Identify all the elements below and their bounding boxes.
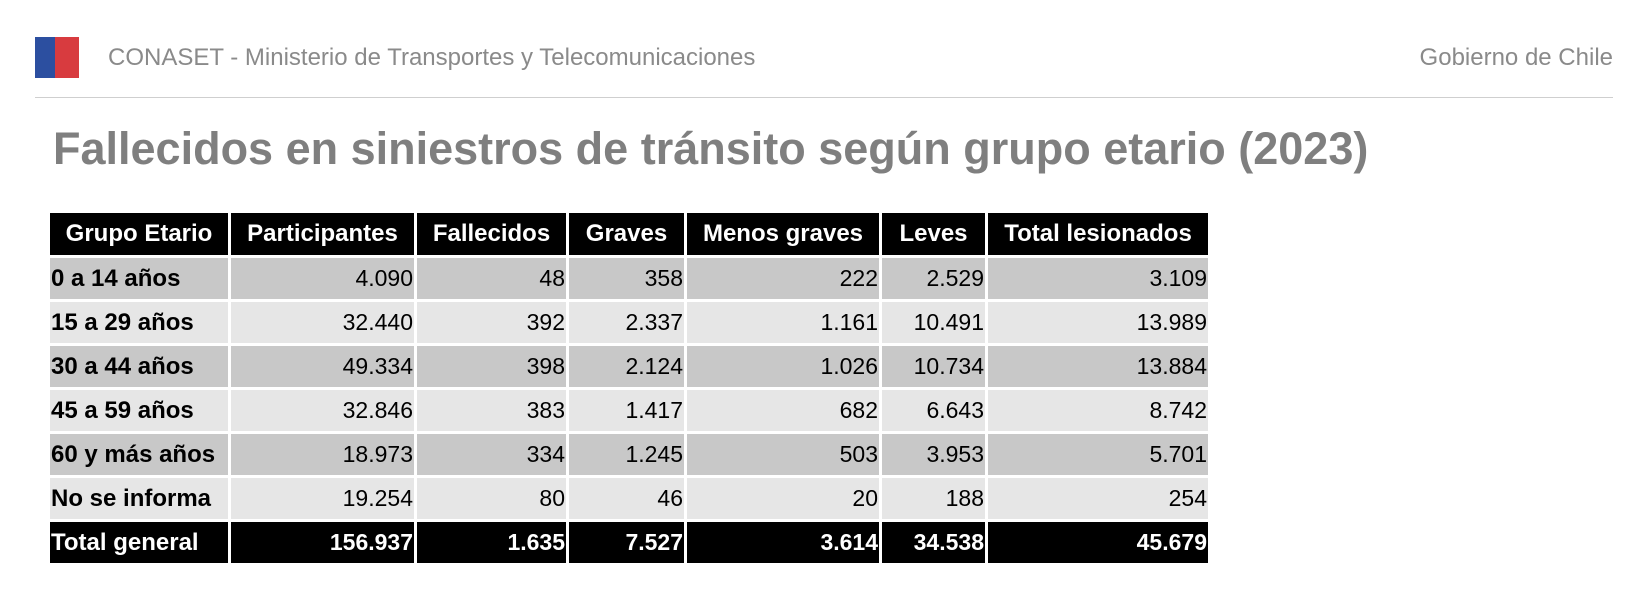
- age-group-table: Grupo Etario Participantes Fallecidos Gr…: [50, 213, 1211, 566]
- cell-participantes: 18.973: [228, 431, 417, 478]
- table-row: 30 a 44 años 49.334 398 2.124 1.026 10.7…: [50, 343, 1211, 390]
- cell-leves: 10.734: [879, 343, 988, 390]
- government-name: Gobierno de Chile: [1419, 44, 1613, 71]
- cell-participantes: 4.090: [228, 255, 417, 302]
- cell-menos-graves: 503: [684, 431, 882, 478]
- row-label: 60 y más años: [50, 431, 231, 478]
- page-title: Fallecidos en siniestros de tránsito seg…: [53, 123, 1369, 174]
- cell-fallecidos: 48: [414, 255, 569, 302]
- total-participantes: 156.937: [228, 519, 417, 566]
- cell-fallecidos: 392: [414, 299, 569, 346]
- table-row: 15 a 29 años 32.440 392 2.337 1.161 10.4…: [50, 299, 1211, 346]
- column-header-graves: Graves: [566, 213, 687, 258]
- cell-leves: 10.491: [879, 299, 988, 346]
- table-header-row: Grupo Etario Participantes Fallecidos Gr…: [50, 213, 1211, 258]
- flag-red-stripe: [55, 37, 79, 78]
- cell-leves: 6.643: [879, 387, 988, 434]
- cell-graves: 46: [566, 475, 687, 522]
- cell-total-lesionados: 254: [985, 475, 1211, 522]
- column-header-total-lesionados: Total lesionados: [985, 213, 1211, 258]
- cell-total-lesionados: 8.742: [985, 387, 1211, 434]
- column-header-grupo-etario: Grupo Etario: [50, 213, 231, 258]
- column-header-leves: Leves: [879, 213, 988, 258]
- cell-menos-graves: 1.161: [684, 299, 882, 346]
- cell-graves: 358: [566, 255, 687, 302]
- total-graves: 7.527: [566, 519, 687, 566]
- total-lesionados: 45.679: [985, 519, 1211, 566]
- site-header: CONASET - Ministerio de Transportes y Te…: [35, 0, 1613, 98]
- table-row: 45 a 59 años 32.846 383 1.417 682 6.643 …: [50, 387, 1211, 434]
- row-label: 0 a 14 años: [50, 255, 231, 302]
- cell-participantes: 49.334: [228, 343, 417, 390]
- cell-participantes: 32.440: [228, 299, 417, 346]
- cell-total-lesionados: 5.701: [985, 431, 1211, 478]
- table-row: 60 y más años 18.973 334 1.245 503 3.953…: [50, 431, 1211, 478]
- cell-fallecidos: 334: [414, 431, 569, 478]
- row-label: 15 a 29 años: [50, 299, 231, 346]
- flag-blue-stripe: [35, 37, 55, 78]
- column-header-fallecidos: Fallecidos: [414, 213, 569, 258]
- cell-leves: 3.953: [879, 431, 988, 478]
- cell-fallecidos: 383: [414, 387, 569, 434]
- row-label: 45 a 59 años: [50, 387, 231, 434]
- cell-total-lesionados: 13.884: [985, 343, 1211, 390]
- column-header-participantes: Participantes: [228, 213, 417, 258]
- table-row: 0 a 14 años 4.090 48 358 222 2.529 3.109: [50, 255, 1211, 302]
- cell-menos-graves: 222: [684, 255, 882, 302]
- cell-menos-graves: 1.026: [684, 343, 882, 390]
- total-row-label: Total general: [50, 519, 231, 566]
- cell-leves: 188: [879, 475, 988, 522]
- cell-graves: 1.417: [566, 387, 687, 434]
- total-leves: 34.538: [879, 519, 988, 566]
- cell-total-lesionados: 3.109: [985, 255, 1211, 302]
- total-fallecidos: 1.635: [414, 519, 569, 566]
- cell-menos-graves: 20: [684, 475, 882, 522]
- organization-name: CONASET - Ministerio de Transportes y Te…: [108, 44, 756, 71]
- cell-fallecidos: 80: [414, 475, 569, 522]
- cell-leves: 2.529: [879, 255, 988, 302]
- column-header-menos-graves: Menos graves: [684, 213, 882, 258]
- cell-participantes: 19.254: [228, 475, 417, 522]
- cell-participantes: 32.846: [228, 387, 417, 434]
- total-menos-graves: 3.614: [684, 519, 882, 566]
- cell-graves: 2.124: [566, 343, 687, 390]
- chile-flag-logo: [35, 37, 79, 78]
- table-total-row: Total general 156.937 1.635 7.527 3.614 …: [50, 519, 1211, 566]
- table-row: No se informa 19.254 80 46 20 188 254: [50, 475, 1211, 522]
- cell-fallecidos: 398: [414, 343, 569, 390]
- row-label: No se informa: [50, 475, 231, 522]
- cell-total-lesionados: 13.989: [985, 299, 1211, 346]
- cell-graves: 1.245: [566, 431, 687, 478]
- cell-graves: 2.337: [566, 299, 687, 346]
- row-label: 30 a 44 años: [50, 343, 231, 390]
- cell-menos-graves: 682: [684, 387, 882, 434]
